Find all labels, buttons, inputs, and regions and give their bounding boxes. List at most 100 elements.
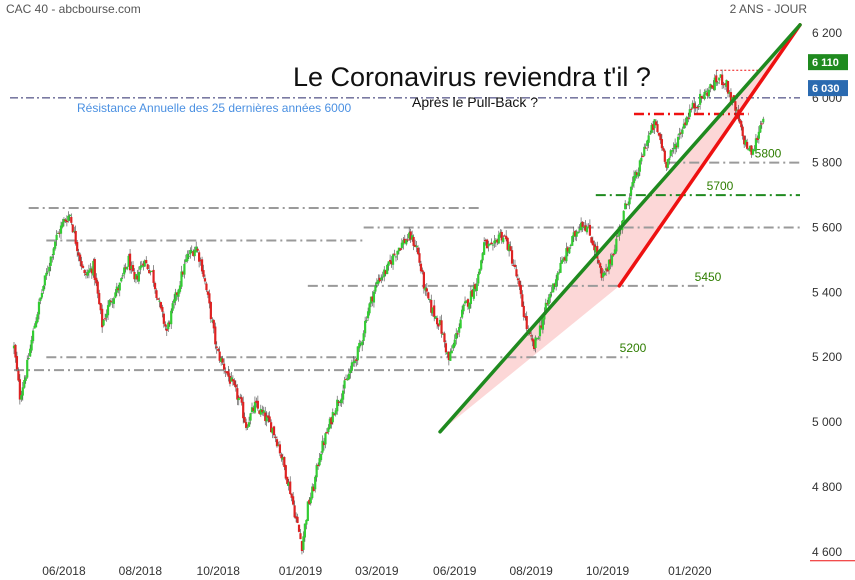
candle-body-32 [59, 225, 63, 234]
candle-body-457 [684, 122, 687, 126]
candle-body-336 [506, 237, 509, 250]
candle-body-182 [280, 454, 283, 459]
candle-body-499 [746, 141, 749, 149]
candle-body-486 [726, 81, 730, 94]
candle-body-89 [143, 260, 146, 267]
candle-body-348 [524, 316, 527, 318]
candle-body-452 [676, 136, 680, 148]
candle-body-19 [40, 292, 44, 298]
candle-body-451 [675, 145, 678, 148]
candle-body-44 [77, 252, 80, 256]
price-tag-label-6110: 6 110 [812, 57, 839, 69]
candle-body-465 [696, 106, 699, 109]
candle-body-398 [597, 260, 600, 263]
candle-body-22 [45, 272, 48, 276]
candle-body-375 [563, 257, 567, 261]
candle-body-314 [474, 283, 477, 289]
candle-body-297 [449, 352, 452, 361]
candle-body-330 [497, 234, 500, 244]
candle-body-192 [294, 516, 298, 519]
candle-body-118 [186, 253, 189, 262]
candle-body-172 [265, 416, 268, 422]
candle-body-230 [350, 362, 354, 371]
candle-body-292 [441, 333, 445, 335]
candle-body-460 [688, 109, 691, 117]
candle-body-267 [405, 239, 408, 245]
candle-body-116 [183, 263, 186, 275]
candle-body-251 [381, 276, 384, 278]
candle-body-86 [139, 265, 142, 270]
candle-body-346 [521, 294, 524, 307]
candle-body-195 [299, 533, 302, 540]
candle-body-399 [599, 263, 602, 268]
candle-body-340 [512, 265, 515, 267]
candle-body-315 [475, 283, 478, 292]
candle-body-223 [340, 398, 343, 404]
candle-body-366 [550, 291, 553, 293]
candle-body-355 [534, 337, 537, 348]
candle-body-137 [214, 326, 217, 345]
candle-body-264 [400, 242, 403, 249]
candle-body-31 [58, 232, 61, 234]
candle-body-332 [500, 231, 503, 241]
candle-body-362 [544, 302, 547, 311]
candle-body-445 [666, 159, 669, 168]
candle-body-21 [43, 275, 46, 286]
candle-body-8 [24, 377, 27, 381]
candle-body-27 [52, 248, 55, 256]
candle-body-91 [146, 264, 149, 270]
candle-body-476 [712, 85, 715, 89]
candle-body-272 [412, 236, 415, 246]
candle-body-309 [466, 299, 470, 307]
candle-body-3 [17, 370, 20, 381]
candle-body-479 [716, 82, 719, 84]
candle-body-269 [408, 232, 411, 239]
x-tick-01-2020: 01/2020 [668, 564, 712, 578]
candle-body-205 [314, 476, 317, 490]
candle-body-240 [365, 320, 368, 322]
candle-body-76 [124, 267, 127, 269]
candle-body-35 [64, 219, 67, 222]
candle-body-273 [413, 244, 417, 247]
candle-body-278 [421, 269, 424, 272]
candle-body-203 [311, 486, 314, 498]
candle-body-200 [306, 501, 309, 521]
candle-body-50 [86, 272, 89, 276]
candle-body-139 [217, 348, 220, 351]
candle-body-276 [418, 253, 421, 263]
candle-body-410 [615, 238, 618, 252]
candle-body-403 [604, 268, 608, 271]
candle-body-64 [106, 305, 110, 316]
candle-body-69 [114, 292, 117, 298]
candle-body-344 [518, 280, 521, 287]
candle-body-481 [719, 74, 722, 77]
candle-body-216 [330, 417, 333, 425]
x-tick-06-2018: 06/2018 [42, 564, 86, 578]
candle-body-310 [468, 302, 471, 309]
candle-body-5 [20, 394, 23, 400]
price-tag-6030 [808, 80, 848, 97]
candle-body-360 [541, 318, 544, 330]
candle-body-185 [284, 465, 287, 479]
candle-body-239 [364, 320, 367, 334]
candle-body-384 [577, 231, 580, 234]
candle-body-234 [356, 346, 359, 361]
candle-body-324 [488, 244, 492, 246]
candle-body-293 [443, 333, 446, 343]
candle-body-461 [690, 108, 693, 110]
candle-body-117 [184, 259, 187, 262]
candle-body-78 [127, 255, 130, 267]
y-tick-5000: 5 000 [812, 415, 842, 429]
candle-body-268 [406, 239, 409, 241]
candle-body-190 [292, 496, 295, 505]
candle-body-202 [309, 497, 312, 504]
candle-body-303 [458, 327, 461, 333]
trendlines [438, 23, 802, 434]
candle-body-67 [111, 301, 114, 303]
candle-body-382 [574, 230, 577, 237]
candle-body-307 [463, 301, 467, 304]
candle-body-184 [283, 457, 286, 468]
candle-body-416 [624, 203, 627, 210]
candle-body-345 [519, 284, 522, 295]
candle-body-39 [70, 217, 73, 223]
